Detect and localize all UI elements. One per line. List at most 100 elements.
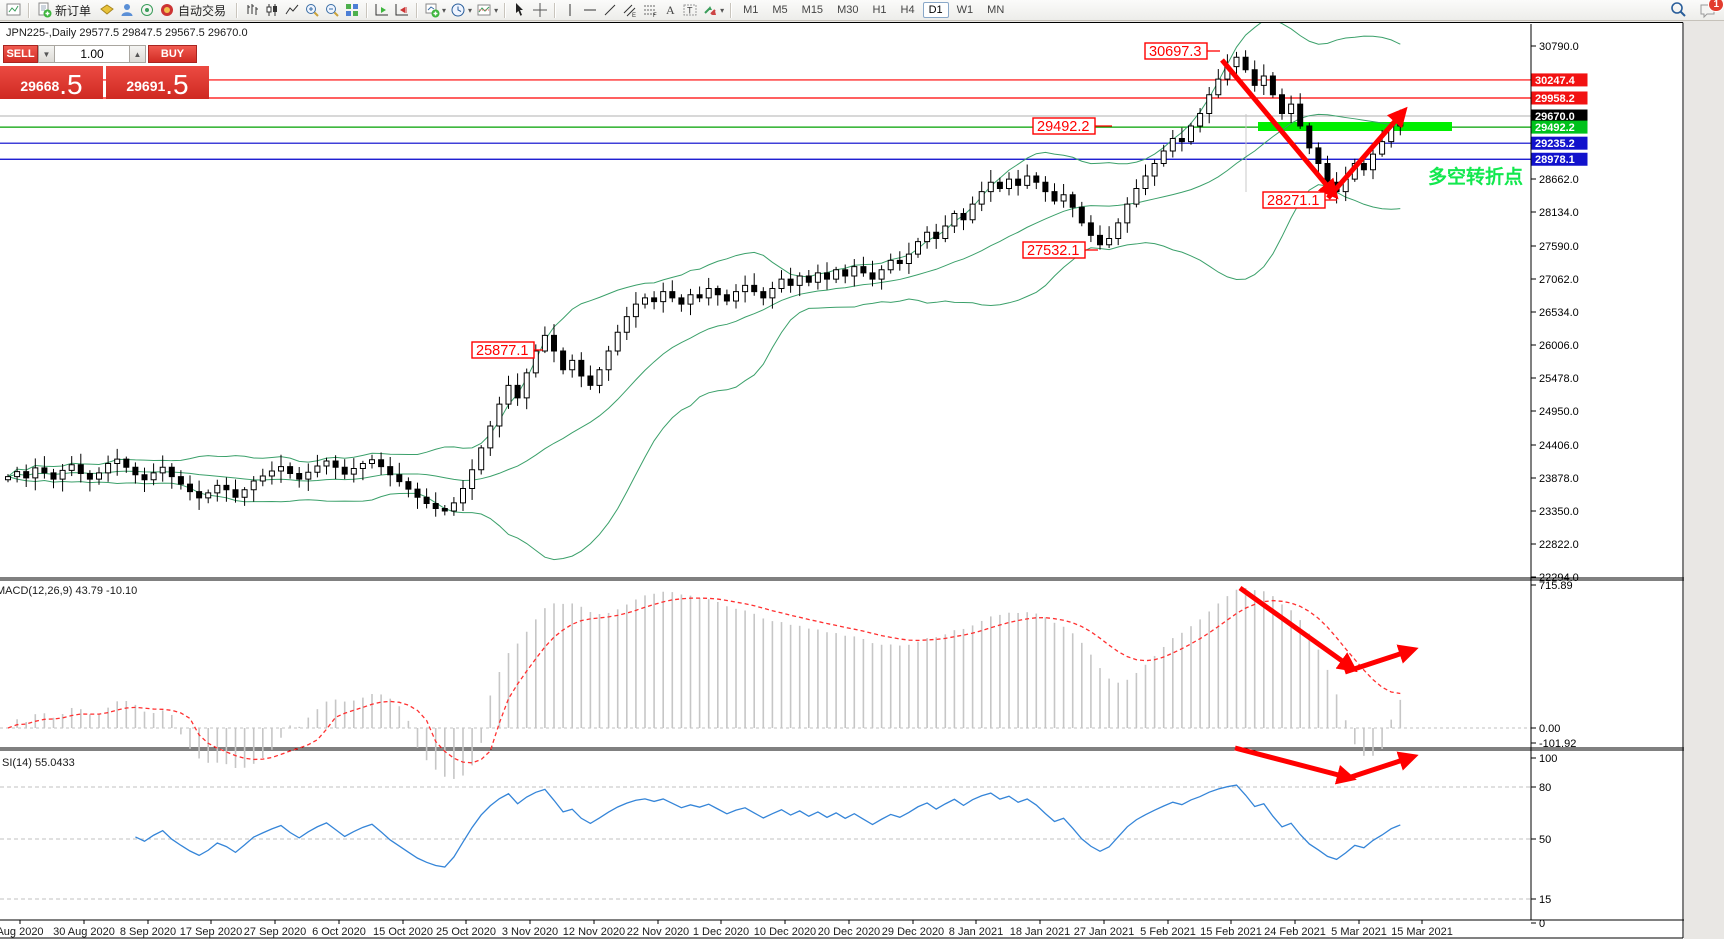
search-icon[interactable] bbox=[1668, 1, 1688, 18]
timeframe-h4[interactable]: H4 bbox=[900, 4, 915, 16]
market-depth-icon[interactable] bbox=[97, 2, 117, 19]
profile-icon[interactable] bbox=[117, 2, 137, 19]
timeframe-mn[interactable]: MN bbox=[987, 4, 1005, 16]
text-tool-icon[interactable]: A bbox=[660, 2, 680, 19]
svg-text:715.89: 715.89 bbox=[1539, 580, 1573, 592]
svg-text:6 Oct 2020: 6 Oct 2020 bbox=[312, 926, 366, 938]
buy-price-main: 29691 bbox=[126, 78, 166, 94]
buy-button[interactable]: BUY bbox=[148, 45, 197, 63]
sell-button[interactable]: SELL bbox=[3, 45, 38, 63]
svg-text:5 Feb 2021: 5 Feb 2021 bbox=[1140, 926, 1196, 938]
svg-text:27062.0: 27062.0 bbox=[1539, 274, 1579, 286]
new-chart-icon[interactable] bbox=[422, 2, 442, 19]
text-label-tool-icon[interactable]: T bbox=[680, 2, 700, 19]
svg-text:A: A bbox=[666, 3, 675, 17]
template-icon[interactable] bbox=[474, 2, 494, 19]
volume-increase-button[interactable]: ▲ bbox=[129, 45, 146, 63]
svg-text:T: T bbox=[687, 6, 693, 16]
svg-text:15: 15 bbox=[1539, 894, 1551, 906]
candlestick-chart-icon[interactable] bbox=[262, 2, 282, 19]
svg-text:Aug 2020: Aug 2020 bbox=[0, 926, 44, 938]
crosshair-icon[interactable] bbox=[530, 2, 550, 19]
toolbar-separator bbox=[366, 2, 369, 18]
timeframe-m5[interactable]: M5 bbox=[772, 4, 788, 16]
svg-text:0.00: 0.00 bbox=[1539, 723, 1560, 735]
svg-text:23878.0: 23878.0 bbox=[1539, 473, 1579, 485]
chart-shift-icon[interactable] bbox=[392, 2, 412, 19]
svg-text:8 Sep 2020: 8 Sep 2020 bbox=[120, 926, 176, 938]
svg-text:29492.2: 29492.2 bbox=[1037, 119, 1089, 135]
svg-text:26534.0: 26534.0 bbox=[1539, 307, 1579, 319]
svg-text:3 Nov 2020: 3 Nov 2020 bbox=[502, 926, 558, 938]
svg-text:100: 100 bbox=[1539, 753, 1557, 765]
fibonacci-tool-icon[interactable]: F bbox=[640, 2, 660, 19]
svg-text:18 Jan 2021: 18 Jan 2021 bbox=[1010, 926, 1071, 938]
timeframe-m1[interactable]: M1 bbox=[743, 4, 759, 16]
volume-decrease-button[interactable]: ▼ bbox=[38, 45, 55, 63]
svg-text:5 Mar 2021: 5 Mar 2021 bbox=[1331, 926, 1387, 938]
cursor-icon[interactable] bbox=[510, 2, 530, 19]
svg-text:29235.2: 29235.2 bbox=[1535, 138, 1575, 150]
new-order-icon[interactable] bbox=[34, 2, 54, 19]
svg-text:26006.0: 26006.0 bbox=[1539, 340, 1579, 352]
timeframe-m30[interactable]: M30 bbox=[837, 4, 859, 16]
broadcast-icon[interactable] bbox=[137, 2, 157, 19]
svg-text:27590.0: 27590.0 bbox=[1539, 241, 1579, 253]
arrows-tool-icon[interactable] bbox=[700, 2, 720, 19]
zoom-out-icon[interactable] bbox=[322, 2, 342, 19]
trendline-tool-icon[interactable] bbox=[600, 2, 620, 19]
svg-text:27 Sep 2020: 27 Sep 2020 bbox=[244, 926, 306, 938]
toolbar-separator bbox=[504, 2, 507, 18]
svg-text:15 Feb 2021: 15 Feb 2021 bbox=[1200, 926, 1262, 938]
timeframe-m15[interactable]: M15 bbox=[801, 4, 824, 16]
svg-text:25877.1: 25877.1 bbox=[476, 343, 528, 359]
toolbar-separator bbox=[554, 2, 557, 18]
horizontal-line-tool-icon[interactable] bbox=[580, 2, 600, 19]
periods-dropdown[interactable]: ▾ bbox=[468, 5, 473, 15]
svg-text:29492.2: 29492.2 bbox=[1535, 122, 1575, 134]
svg-text:0: 0 bbox=[1539, 918, 1545, 930]
channel-tool-icon[interactable]: E bbox=[620, 2, 640, 19]
sell-price-main: 29668 bbox=[20, 78, 60, 94]
svg-text:24406.0: 24406.0 bbox=[1539, 440, 1579, 452]
svg-text:28271.1: 28271.1 bbox=[1267, 193, 1319, 209]
svg-text:50: 50 bbox=[1539, 834, 1551, 846]
autotrading-icon[interactable] bbox=[157, 2, 177, 19]
buy-price-fraction: .5 bbox=[165, 69, 189, 100]
toolbar-separator bbox=[28, 2, 30, 18]
vertical-line-tool-icon[interactable] bbox=[560, 2, 580, 19]
buy-price-box[interactable]: 29691.5 bbox=[106, 66, 209, 99]
svg-text:29 Dec 2020: 29 Dec 2020 bbox=[882, 926, 944, 938]
periods-icon[interactable] bbox=[448, 2, 468, 19]
bar-chart-icon[interactable] bbox=[242, 2, 262, 19]
sell-price-box[interactable]: 29668.5 bbox=[0, 66, 103, 99]
svg-text:29958.2: 29958.2 bbox=[1535, 93, 1575, 105]
svg-text:F: F bbox=[653, 13, 657, 18]
svg-text:23350.0: 23350.0 bbox=[1539, 506, 1579, 518]
autotrading-button[interactable]: 自动交易 bbox=[178, 3, 227, 18]
timeframe-h1[interactable]: H1 bbox=[872, 4, 887, 16]
svg-text:30 Aug 2020: 30 Aug 2020 bbox=[53, 926, 115, 938]
volume-input[interactable]: 1.00 bbox=[55, 45, 129, 63]
notifications-icon[interactable]: 1 bbox=[1698, 0, 1724, 18]
zoom-in-icon[interactable] bbox=[302, 2, 322, 19]
arrows-dropdown[interactable]: ▾ bbox=[720, 5, 725, 15]
rsi-indicator-label: SI(14) 55.0433 bbox=[2, 757, 75, 769]
sell-price-fraction: .5 bbox=[59, 69, 83, 100]
timeframe-d1[interactable]: D1 bbox=[922, 2, 949, 18]
tile-windows-icon[interactable] bbox=[342, 2, 362, 19]
line-chart-icon[interactable] bbox=[282, 2, 302, 19]
chart-canvas[interactable]: 30790.0 28662.0 28134.0 27590.0 27062.0 26534… bbox=[0, 22, 1684, 939]
svg-text:28662.0: 28662.0 bbox=[1539, 174, 1579, 186]
chart-symbol-title: JPN225-,Daily 29577.5 29847.5 29567.5 29… bbox=[6, 27, 248, 39]
new-chart-dropdown[interactable]: ▾ bbox=[442, 5, 447, 15]
new-order-button[interactable]: 新订单 bbox=[55, 3, 92, 18]
auto-scroll-icon[interactable] bbox=[372, 2, 392, 19]
toolbar-separator bbox=[730, 2, 733, 18]
svg-text:25478.0: 25478.0 bbox=[1539, 373, 1579, 385]
timeframe-w1[interactable]: W1 bbox=[956, 4, 974, 16]
chart-window-icon[interactable] bbox=[4, 2, 24, 19]
toolbar-separator bbox=[416, 2, 419, 18]
template-dropdown[interactable]: ▾ bbox=[494, 5, 499, 15]
